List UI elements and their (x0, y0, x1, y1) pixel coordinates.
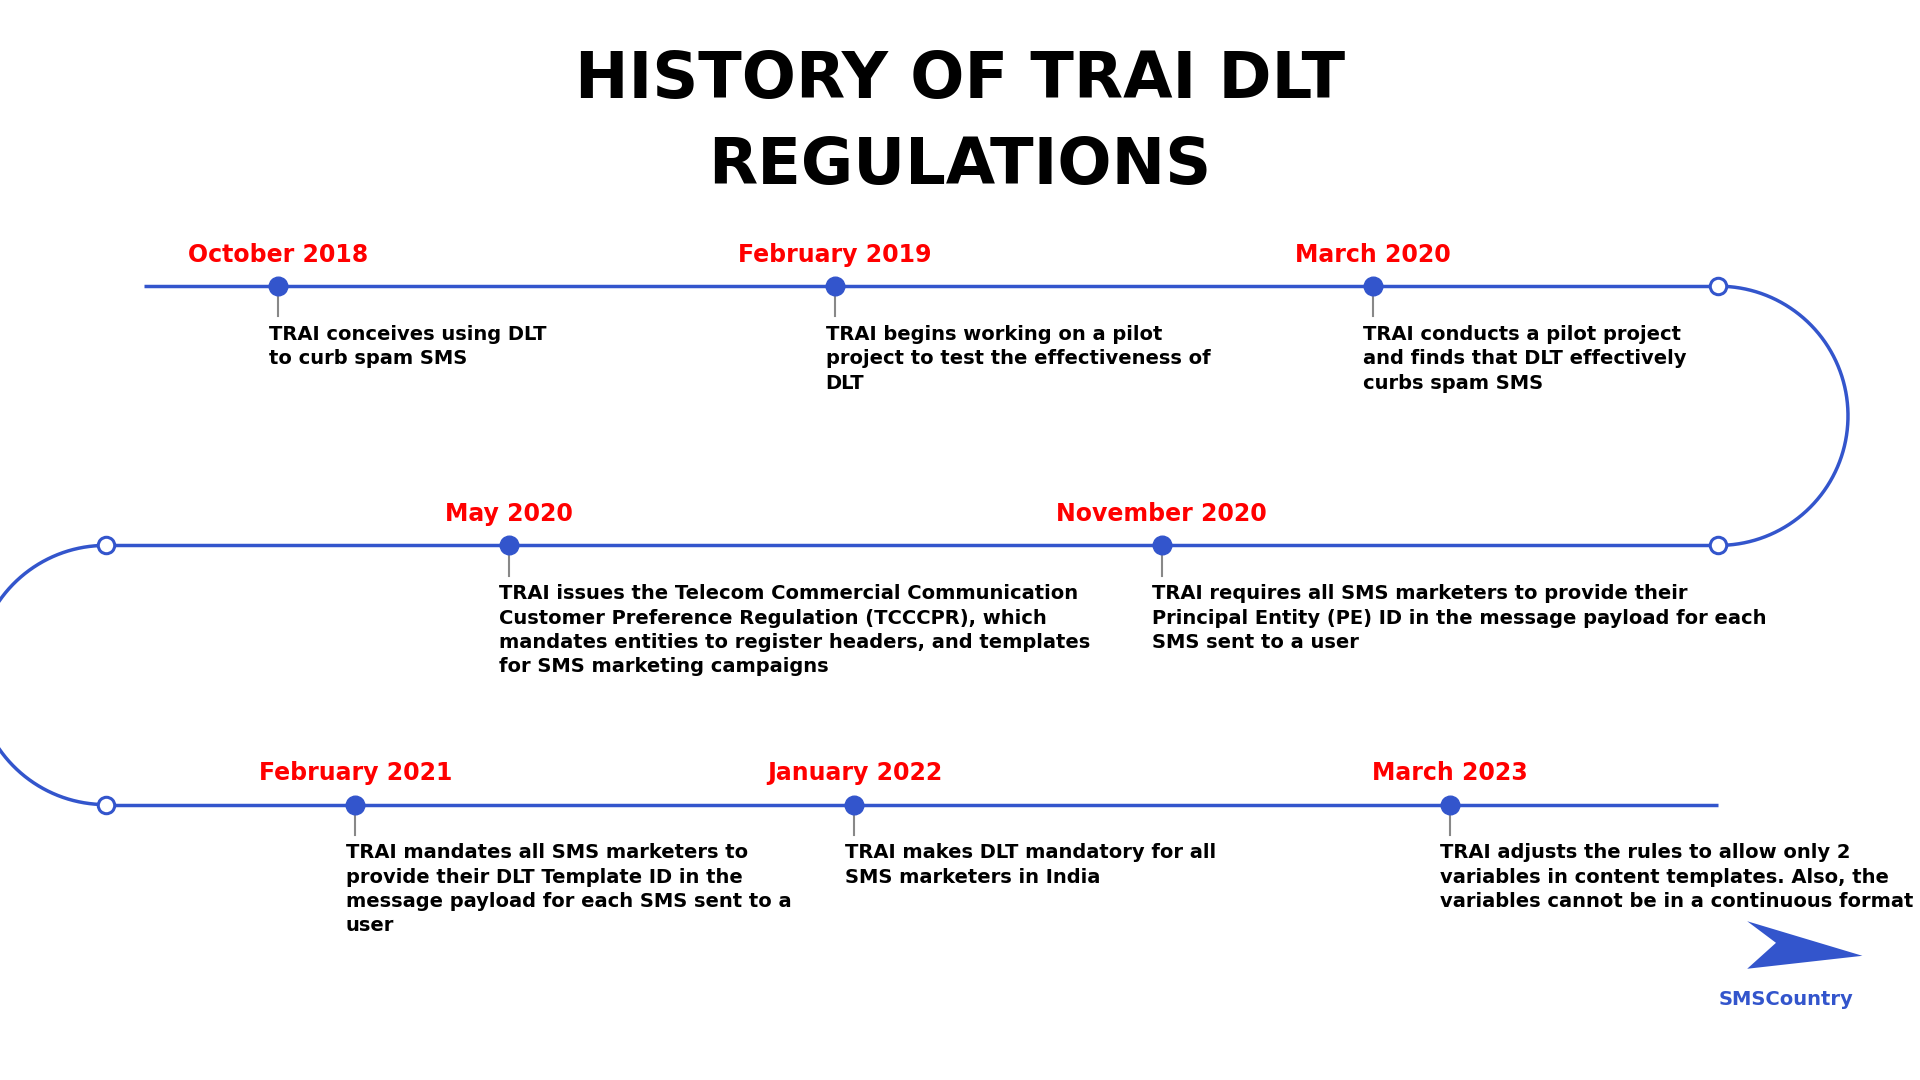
Point (263, 278, 294, 295)
Point (1703, 278, 1734, 295)
Text: January 2022: January 2022 (766, 761, 943, 785)
Text: February 2019: February 2019 (739, 243, 931, 267)
Point (493, 537, 524, 554)
Point (820, 278, 851, 295)
Text: TRAI requires all SMS marketers to provide their
Principal Entity (PE) ID in the: TRAI requires all SMS marketers to provi… (1152, 584, 1766, 652)
Point (1703, 537, 1734, 554)
Point (1434, 796, 1465, 813)
Text: November 2020: November 2020 (1056, 502, 1267, 526)
Text: REGULATIONS: REGULATIONS (708, 135, 1212, 197)
Text: October 2018: October 2018 (188, 243, 369, 267)
Text: March 2020: March 2020 (1294, 243, 1452, 267)
Text: SMSCountry: SMSCountry (1718, 990, 1853, 1010)
Point (1357, 278, 1388, 295)
Text: HISTORY OF TRAI DLT: HISTORY OF TRAI DLT (574, 49, 1346, 110)
Point (90, 796, 121, 813)
Point (340, 796, 371, 813)
Text: February 2021: February 2021 (259, 761, 451, 785)
Text: TRAI issues the Telecom Commercial Communication
Customer Preference Regulation : TRAI issues the Telecom Commercial Commu… (499, 584, 1091, 676)
Text: March 2023: March 2023 (1371, 761, 1528, 785)
Text: TRAI conceives using DLT
to curb spam SMS: TRAI conceives using DLT to curb spam SM… (269, 325, 547, 368)
Text: TRAI begins working on a pilot
project to test the effectiveness of
DLT: TRAI begins working on a pilot project t… (826, 325, 1210, 393)
Text: TRAI adjusts the rules to allow only 2
variables in content templates. Also, the: TRAI adjusts the rules to allow only 2 v… (1440, 843, 1914, 910)
Polygon shape (1747, 921, 1862, 969)
Point (839, 796, 870, 813)
Text: May 2020: May 2020 (445, 502, 572, 526)
Text: TRAI mandates all SMS marketers to
provide their DLT Template ID in the
message : TRAI mandates all SMS marketers to provi… (346, 843, 791, 935)
Point (90, 537, 121, 554)
Point (1146, 537, 1177, 554)
Text: TRAI conducts a pilot project
and finds that DLT effectively
curbs spam SMS: TRAI conducts a pilot project and finds … (1363, 325, 1686, 393)
Text: TRAI makes DLT mandatory for all
SMS marketers in India: TRAI makes DLT mandatory for all SMS mar… (845, 843, 1215, 887)
